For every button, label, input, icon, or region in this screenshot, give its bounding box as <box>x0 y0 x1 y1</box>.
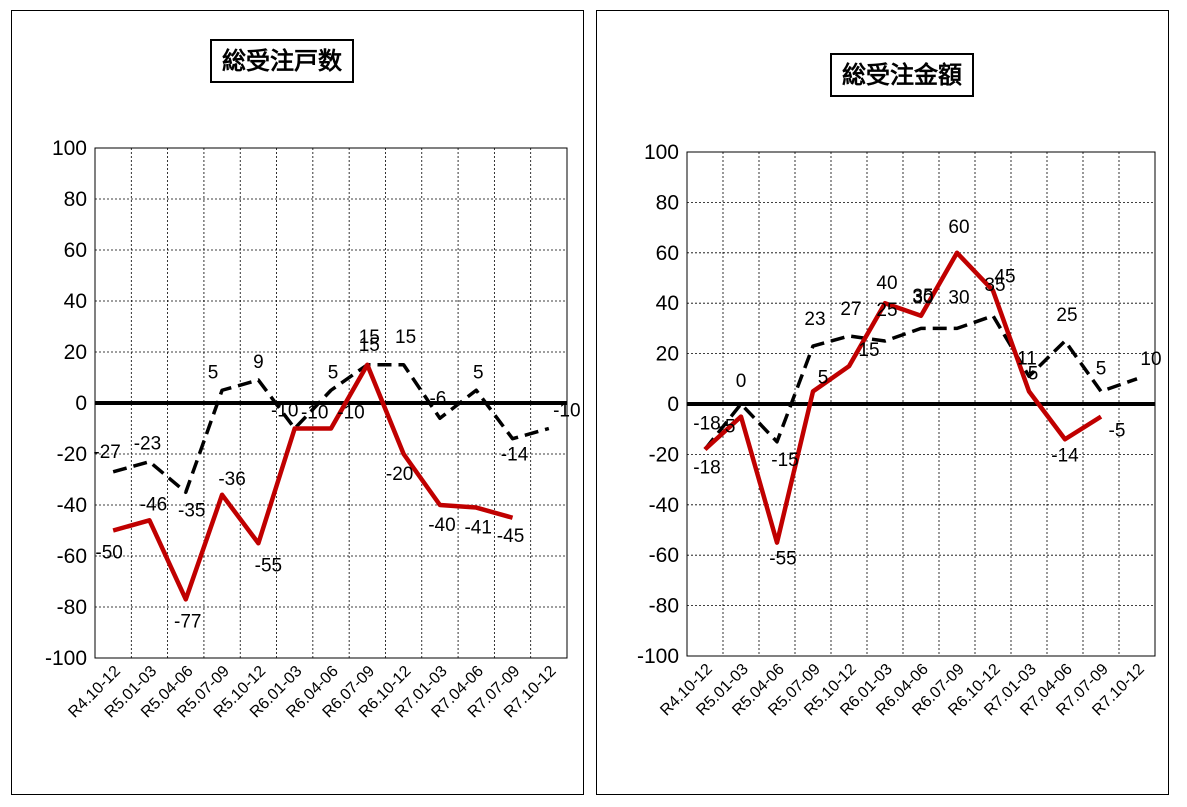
data-label: 45 <box>994 267 1015 288</box>
data-label: -55 <box>255 555 282 576</box>
data-label: -10 <box>553 401 580 422</box>
series-line-dashed <box>703 314 1138 451</box>
chart-panel-units: 総受注戸数 100 80 60 40 20 0 -20 -40 -60 -80 -100 R4.10-… <box>11 10 584 795</box>
data-label: 15 <box>359 327 380 348</box>
y-tick-label: -20 <box>649 443 679 466</box>
data-label: -10 <box>337 403 364 424</box>
data-label: 35 <box>912 286 933 307</box>
data-label: -18 <box>693 457 720 478</box>
data-label: 5 <box>473 362 484 383</box>
data-label: 5 <box>328 362 339 383</box>
data-label: -35 <box>178 500 205 521</box>
chart-panel-amount: 総受注金額 100 80 60 40 20 0 -20 -40 -60 -80 -100 R4.10-… <box>596 10 1169 795</box>
y-tick-label: 40 <box>64 290 87 313</box>
data-label: 0 <box>736 371 747 392</box>
data-label: -14 <box>1051 445 1079 466</box>
y-tick-label: -40 <box>649 494 679 517</box>
chart-title: 総受注金額 <box>830 53 974 97</box>
data-label: -55 <box>769 549 796 570</box>
data-label: -5 <box>719 417 736 438</box>
data-label: 5 <box>818 367 829 388</box>
series-line-solid <box>703 250 1103 545</box>
y-tick-label: 60 <box>64 239 87 262</box>
data-label: -40 <box>428 515 455 536</box>
data-label: 5 <box>1028 363 1039 384</box>
data-label: 9 <box>253 352 264 373</box>
data-label: -50 <box>95 543 122 564</box>
y-tick-label: -40 <box>57 494 87 517</box>
y-tick-label: -20 <box>57 443 87 466</box>
data-label: -46 <box>140 494 167 515</box>
data-label: -23 <box>134 434 161 455</box>
data-label: 35 <box>984 275 1005 296</box>
data-label: -5 <box>1109 421 1126 442</box>
data-label: 10 <box>1140 349 1161 370</box>
data-label: -20 <box>386 464 413 485</box>
y-tick-label: -80 <box>649 595 679 618</box>
y-tick-label: 0 <box>667 393 679 416</box>
data-label: -41 <box>464 518 491 539</box>
data-label: -77 <box>174 611 201 632</box>
data-label: -10 <box>271 401 298 422</box>
data-label: 30 <box>912 287 933 308</box>
data-label: 15 <box>858 340 879 361</box>
chart-units: 100806040200-20-40-60-80-100R4.10-12R5.0… <box>45 137 581 721</box>
data-label: 30 <box>948 287 969 308</box>
y-tick-label: 80 <box>656 191 679 214</box>
y-tick-label: 100 <box>644 141 679 164</box>
data-label: 11 <box>1017 348 1037 369</box>
y-tick-label: 20 <box>656 343 679 366</box>
data-label: 15 <box>359 335 380 356</box>
data-label: 27 <box>840 299 861 320</box>
data-label: 5 <box>208 362 219 383</box>
data-label: -15 <box>771 450 798 471</box>
data-label: -10 <box>301 403 328 424</box>
series-line-dashed <box>112 363 550 494</box>
data-label: 40 <box>876 273 897 294</box>
data-label: 60 <box>948 217 969 238</box>
data-label: 23 <box>804 309 825 330</box>
y-tick-label: 80 <box>64 188 87 211</box>
data-label: 25 <box>876 300 897 321</box>
data-label: 5 <box>1096 358 1107 379</box>
chart-amount: 100806040200-20-40-60-80-100R4.10-12R5.0… <box>637 141 1162 719</box>
y-tick-label: 20 <box>64 341 87 364</box>
y-tick-label: 40 <box>656 292 679 315</box>
data-label: -36 <box>218 469 245 490</box>
y-tick-label: 100 <box>52 137 87 160</box>
series-line-solid <box>112 362 514 602</box>
data-label: -45 <box>497 526 524 547</box>
y-tick-label: -60 <box>57 545 87 568</box>
data-label: -18 <box>693 413 720 434</box>
data-label: -27 <box>93 442 120 463</box>
y-tick-label: -60 <box>649 544 679 567</box>
data-label: 15 <box>395 327 416 348</box>
data-label: -6 <box>429 388 446 409</box>
data-label: -14 <box>501 445 529 466</box>
y-tick-label: 0 <box>75 392 87 415</box>
y-tick-label: -80 <box>57 596 87 619</box>
y-tick-label: 60 <box>656 242 679 265</box>
y-tick-label: -100 <box>637 645 679 668</box>
chart-title: 総受注戸数 <box>210 39 354 83</box>
y-tick-label: -100 <box>45 647 87 670</box>
data-label: 25 <box>1056 305 1077 326</box>
